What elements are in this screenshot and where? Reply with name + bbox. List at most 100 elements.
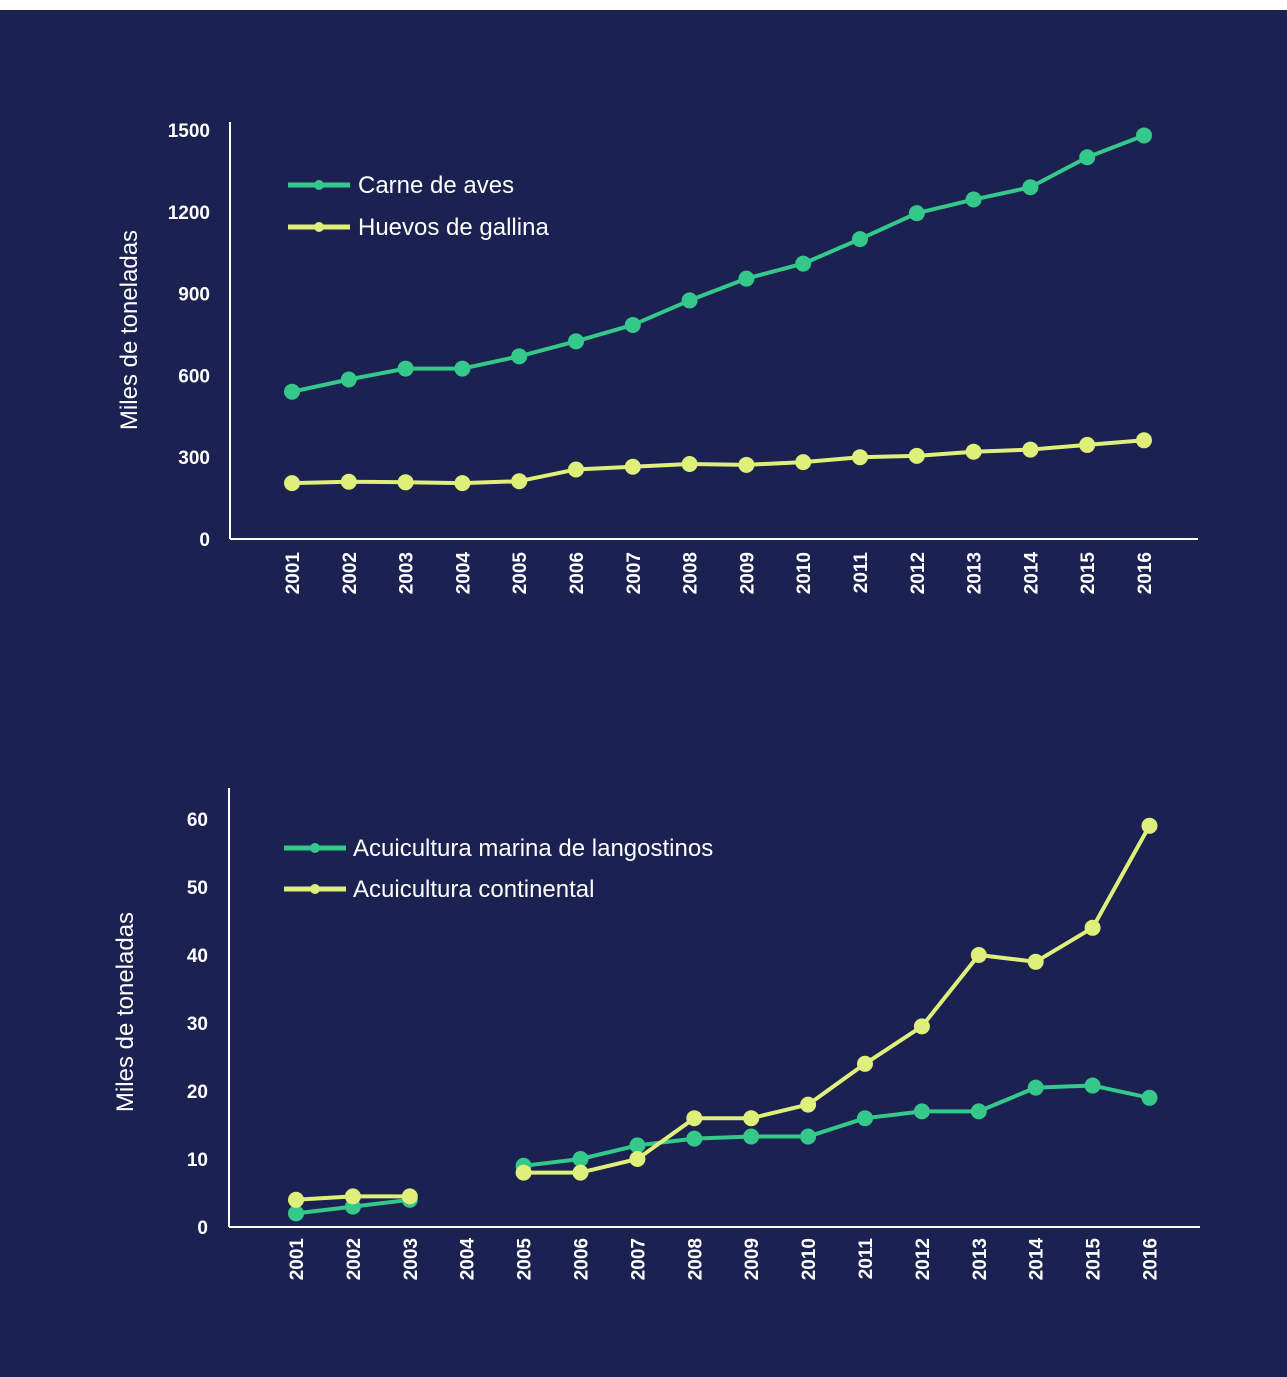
- data-point: [686, 1130, 703, 1147]
- data-point: [908, 447, 925, 464]
- y-tick-label: 1500: [168, 121, 210, 142]
- y-tick-label: 60: [187, 810, 208, 831]
- legend-swatch-marker: [314, 222, 324, 232]
- x-tick-label: 2011: [856, 1238, 877, 1280]
- data-point: [288, 1205, 304, 1222]
- x-tick-label: 2010: [799, 1238, 820, 1280]
- data-point: [852, 231, 868, 248]
- x-tick-label: 2003: [397, 552, 418, 594]
- data-point: [284, 475, 300, 492]
- data-point: [1141, 1089, 1158, 1106]
- chart-2: 0 10 20 30 40 50 60 Miles de toneladas 2001 2002 2…: [112, 788, 1200, 1280]
- y-tick-label: 50: [187, 878, 208, 899]
- data-point: [344, 1188, 361, 1205]
- data-point: [401, 1188, 418, 1205]
- x-tick-label: 2003: [401, 1238, 422, 1280]
- legend-item: Carne de aves: [288, 172, 514, 199]
- data-point: [454, 475, 471, 492]
- data-point: [857, 1110, 873, 1127]
- series-line: [291, 438, 1145, 486]
- x-tick-label: 2006: [572, 1238, 593, 1280]
- data-point: [511, 473, 528, 490]
- data-point: [1136, 432, 1152, 449]
- data-point: [1027, 953, 1044, 970]
- x-tick-label: 2004: [453, 552, 474, 595]
- data-point: [857, 1055, 873, 1072]
- y-tick-label: 900: [178, 285, 210, 306]
- data-point: [572, 1164, 589, 1181]
- series-line: [523, 1083, 1150, 1168]
- legend-label: Carne de aves: [358, 172, 514, 199]
- legend-swatch-marker: [310, 843, 320, 853]
- x-tick-label: 2008: [681, 552, 702, 594]
- data-point: [681, 292, 698, 309]
- data-point: [965, 191, 982, 208]
- data-point: [965, 443, 982, 460]
- data-point: [800, 1128, 817, 1145]
- x-tick-label: 2009: [737, 552, 758, 594]
- data-point: [743, 1110, 760, 1127]
- data-point: [1022, 179, 1039, 196]
- data-point: [686, 1110, 703, 1127]
- data-point: [738, 456, 755, 473]
- data-point: [1136, 127, 1152, 144]
- x-tick-label: 2004: [458, 1238, 479, 1281]
- legend-item: Acuicultura continental: [284, 876, 594, 903]
- y-axis-title: Miles de toneladas: [116, 230, 143, 430]
- legend-label: Huevos de gallina: [358, 214, 549, 241]
- legend-item: Acuicultura marina de langostinos: [284, 835, 713, 862]
- x-tick-label: 2015: [1078, 552, 1099, 595]
- data-point: [515, 1164, 532, 1181]
- data-point: [340, 473, 357, 490]
- x-tick-label: 2016: [1141, 1238, 1162, 1280]
- x-tick-label: 2007: [624, 552, 645, 594]
- data-point: [624, 316, 641, 333]
- x-tick-label: 2016: [1135, 552, 1156, 594]
- data-point: [340, 371, 357, 388]
- legend-swatch-marker: [314, 180, 324, 190]
- data-point: [795, 454, 812, 471]
- x-tick-label: 2012: [913, 1238, 934, 1280]
- y-axis-title: Miles de toneladas: [112, 912, 139, 1112]
- x-tick-label: 2012: [908, 552, 929, 594]
- data-point: [1084, 919, 1101, 936]
- data-point: [288, 1191, 304, 1208]
- data-point: [681, 456, 698, 473]
- data-point: [511, 348, 528, 365]
- data-point: [1079, 436, 1096, 453]
- data-point: [908, 205, 925, 222]
- data-point: [629, 1151, 646, 1167]
- series-line: [291, 133, 1145, 394]
- data-point: [970, 1103, 987, 1120]
- y-tick-label: 30: [187, 1014, 208, 1035]
- legend-item: Huevos de gallina: [288, 214, 549, 241]
- y-tick-label: 20: [187, 1082, 208, 1103]
- data-point: [743, 1128, 760, 1145]
- data-point: [629, 1137, 646, 1154]
- series-line: [523, 824, 1152, 1175]
- data-point: [1079, 149, 1096, 166]
- x-tick-label: 2002: [340, 552, 361, 594]
- x-tick-label: 2013: [965, 552, 986, 594]
- data-point: [572, 1151, 589, 1167]
- legend-label: Acuicultura marina de langostinos: [353, 835, 713, 862]
- series-carne-de-aves: [284, 127, 1152, 400]
- data-point: [397, 474, 414, 491]
- data-point: [970, 947, 987, 963]
- y-tick-label: 600: [178, 366, 210, 387]
- data-point: [1084, 1077, 1101, 1094]
- y-tick-label: 1200: [168, 203, 210, 224]
- data-point: [568, 333, 584, 350]
- series-acuicultura-continental: [288, 817, 1158, 1208]
- data-point: [913, 1018, 930, 1035]
- data-point: [568, 461, 584, 478]
- x-tick-label: 2013: [970, 1238, 991, 1280]
- data-point: [624, 458, 641, 475]
- legend-swatch-marker: [310, 884, 320, 894]
- data-point: [284, 383, 300, 400]
- page-margin-top: [0, 0, 1287, 10]
- y-tick-label: 40: [187, 946, 208, 967]
- data-point: [800, 1096, 817, 1113]
- x-tick-label: 2008: [685, 1238, 706, 1280]
